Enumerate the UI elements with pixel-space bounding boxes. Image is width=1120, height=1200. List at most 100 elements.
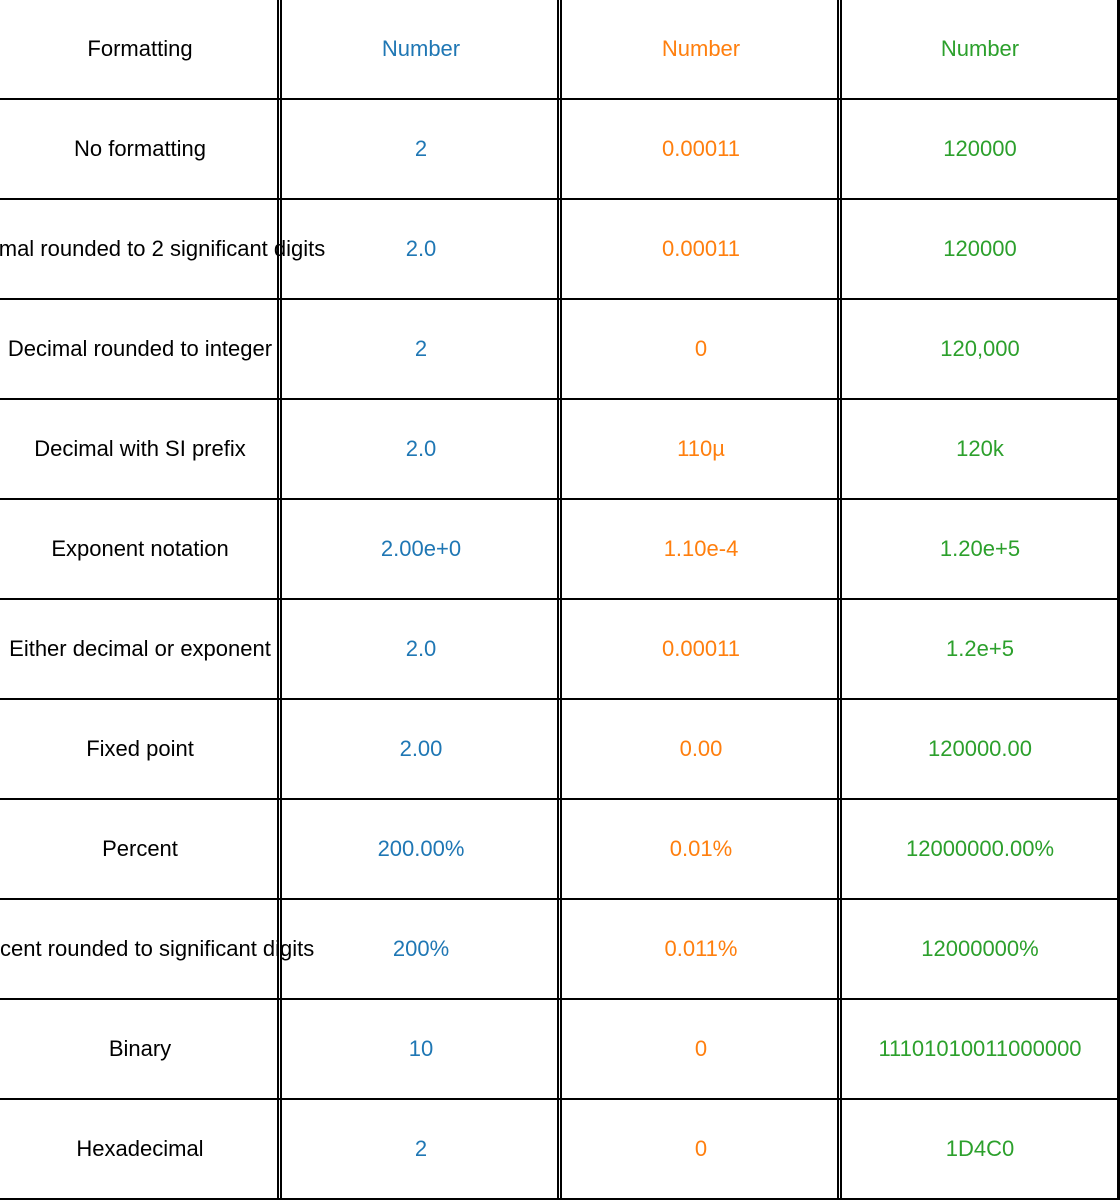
value-text: 12000000.00% (905, 836, 1055, 861)
row-label-cell: Decimal rounded to 2 significant digits (0, 200, 325, 300)
value-text: 1.20e+5 (939, 536, 1021, 561)
value-cell: 0.01% (560, 800, 840, 900)
row-label: Fixed point (86, 736, 194, 761)
header-number-2: Number (560, 0, 840, 100)
value-cell: 0.00 (560, 700, 840, 800)
value-cell: 2.00 (280, 700, 560, 800)
value-text: 2.00 (399, 736, 443, 761)
value-cell: 0.00011 (560, 200, 840, 300)
value-text: 1.2e+5 (946, 636, 1014, 661)
row-label-cell: No formatting (0, 100, 280, 200)
header-number-3: Number (840, 0, 1120, 100)
row-label-cell: Percent (0, 800, 280, 900)
value-cell: 0.011% (560, 900, 840, 1000)
value-text: 2.0 (405, 636, 437, 661)
value-text: 11101010011000000 (878, 1036, 1082, 1061)
value-cell: 12000000.00% (840, 800, 1120, 900)
value-text: 120000.00 (928, 736, 1032, 761)
value-cell: 200.00% (280, 800, 560, 900)
value-text: 0.00011 (662, 236, 740, 261)
value-cell: 12000000% (840, 900, 1120, 1000)
value-cell: 0 (560, 300, 840, 400)
value-cell: 120k (840, 400, 1120, 500)
row-label: Hexadecimal (76, 1136, 204, 1161)
header-number-1-label: Number (381, 36, 461, 61)
row-label: Exponent notation (51, 536, 229, 561)
value-cell: 120000.00 (840, 700, 1120, 800)
value-cell: 2.00e+0 (280, 500, 560, 600)
column-divider-3 (837, 0, 839, 1200)
value-cell: 1.2e+5 (840, 600, 1120, 700)
value-cell: 1D4C0 (840, 1100, 1120, 1200)
value-cell: 2.0 (280, 400, 560, 500)
value-cell: 1.20e+5 (840, 500, 1120, 600)
value-text: 120000 (943, 136, 1017, 161)
value-text: 2.00e+0 (380, 536, 462, 561)
value-cell: 0.00011 (560, 100, 840, 200)
value-text: 200.00% (377, 836, 465, 861)
column-divider-2 (557, 0, 559, 1200)
value-text: 2.0 (405, 436, 437, 461)
header-formatting: Formatting (0, 0, 280, 100)
value-cell: 0.00011 (560, 600, 840, 700)
row-label-cell: Binary (0, 1000, 280, 1100)
value-text: 200% (392, 936, 450, 961)
value-text: 0.00011 (662, 136, 740, 161)
value-cell: 10 (280, 1000, 560, 1100)
value-text: 1D4C0 (945, 1136, 1015, 1161)
value-cell: 11101010011000000 (840, 1000, 1120, 1100)
value-cell: 2.0 (280, 600, 560, 700)
value-cell: 2 (280, 100, 560, 200)
row-label: Percent (102, 836, 178, 861)
value-cell: 2 (280, 300, 560, 400)
value-text: 0 (694, 336, 708, 361)
row-label-cell: Exponent notation (0, 500, 280, 600)
value-text: 10 (408, 1036, 434, 1061)
value-cell: 120,000 (840, 300, 1120, 400)
row-label: Decimal rounded to 2 significant digits (0, 236, 326, 261)
value-cell: 0 (560, 1100, 840, 1200)
value-cell: 1.10e-4 (560, 500, 840, 600)
value-cell: 2.0 (280, 200, 560, 300)
row-label: Percent rounded to significant digits (0, 936, 315, 961)
value-text: 0 (694, 1136, 708, 1161)
row-label: Either decimal or exponent (9, 636, 271, 661)
value-cell: 120000 (840, 100, 1120, 200)
value-text: 0 (694, 1036, 708, 1061)
value-text: 0.01% (669, 836, 733, 861)
value-text: 0.00011 (662, 636, 740, 661)
row-label: No formatting (73, 136, 207, 161)
value-cell: 2 (280, 1100, 560, 1200)
row-label-cell: Fixed point (0, 700, 280, 800)
value-text: 2 (414, 1136, 428, 1161)
value-text: 110µ (677, 436, 725, 461)
row-label: Decimal rounded to integer (7, 336, 273, 361)
value-cell: 0 (560, 1000, 840, 1100)
row-label-cell: Either decimal or exponent (0, 600, 280, 700)
row-label-cell: Percent rounded to significant digits (0, 900, 314, 1000)
column-divider-1 (277, 0, 279, 1200)
header-number-3-label: Number (940, 36, 1020, 61)
value-cell: 120000 (840, 200, 1120, 300)
row-label-cell: Decimal with SI prefix (0, 400, 280, 500)
value-cell: 110µ (560, 400, 840, 500)
row-label: Decimal with SI prefix (34, 436, 246, 461)
header-formatting-label: Formatting (87, 36, 193, 61)
column-divider-4 (1117, 0, 1119, 1200)
row-label: Binary (108, 1036, 172, 1061)
value-text: 12000000% (921, 936, 1039, 961)
value-text: 120k (956, 436, 1004, 461)
value-text: 2 (414, 336, 428, 361)
value-text: 2 (414, 136, 428, 161)
value-text: 2.0 (405, 236, 437, 261)
row-label-cell: Decimal rounded to integer (0, 300, 280, 400)
header-number-2-label: Number (661, 36, 741, 61)
value-cell: 200% (280, 900, 560, 1000)
value-text: 120000 (943, 236, 1017, 261)
value-text: 0.011% (664, 936, 738, 961)
header-number-1: Number (280, 0, 560, 100)
value-text: 120,000 (940, 336, 1020, 361)
value-text: 0.00 (679, 736, 723, 761)
value-text: 1.10e-4 (663, 536, 739, 561)
